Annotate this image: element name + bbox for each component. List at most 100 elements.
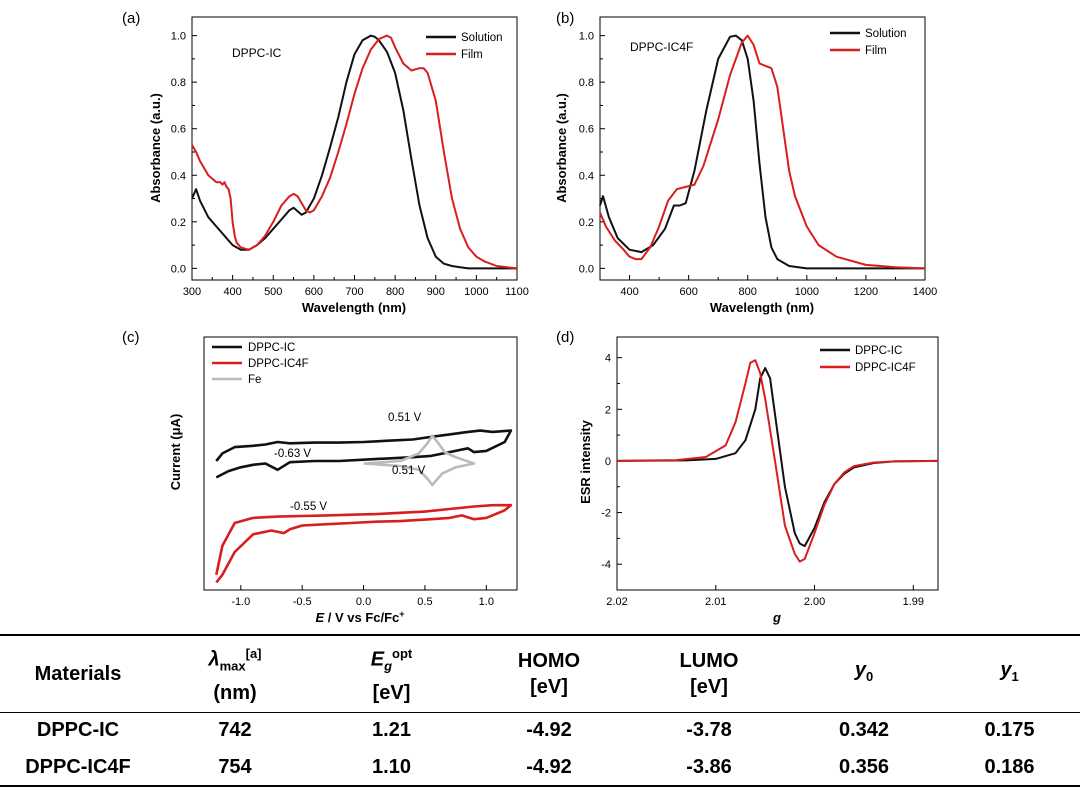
cell-y1: 0.186 xyxy=(939,749,1080,787)
peak-annotation-c-0: 0.51 V xyxy=(388,412,422,424)
y-axis-label-a: Absorbance (a.u.) xyxy=(148,93,163,203)
x-tick-label-d: 2.02 xyxy=(606,596,627,608)
y-tick-label-a: 0.8 xyxy=(171,77,186,89)
cell-lambda-max: 754 xyxy=(156,749,314,787)
y-axis-label-d: ESR intensity xyxy=(578,419,593,504)
peak-annotation-c-2: 0.51 V xyxy=(392,465,426,477)
x-tick-label-a: 600 xyxy=(305,286,323,298)
x-tick-label-a: 500 xyxy=(264,286,282,298)
header-lambda-max: λmax[a] (nm) xyxy=(156,635,314,713)
y-tick-label-d: 0 xyxy=(605,456,611,468)
table-header-row: Materials λmax[a] (nm) Egopt [eV] HOMO [eV]… xyxy=(0,635,1080,713)
y-tick-label-a: 1.0 xyxy=(171,31,186,43)
y-tick-label-b: 0.4 xyxy=(579,170,594,182)
series-line-b-solution xyxy=(599,34,925,270)
x-tick-label-a: 1100 xyxy=(505,286,529,298)
legend-label-a-solution: Solution xyxy=(461,32,503,44)
cell-homo: -4.92 xyxy=(469,749,629,787)
cell-eg-opt: 1.21 xyxy=(372,719,411,742)
y-tick-label-b: 0.6 xyxy=(579,124,594,136)
panel-label-b: (b) xyxy=(556,10,574,27)
series-line-d-dppc-ic4f xyxy=(616,359,939,563)
x-tick-label-c: -0.5 xyxy=(293,596,312,608)
x-tick-label-a: 800 xyxy=(386,286,404,298)
table-row: DPPC-IC 742 1.21 -4.92 -3.78 0.342 0.175 xyxy=(0,712,1080,749)
figure: 300 400 500 600 700 800 900 1000 1100 0.0 0.2 0.4 0.… xyxy=(122,10,939,625)
cell-material: DPPC-IC4F xyxy=(0,749,156,787)
y-tick-label-a: 0.2 xyxy=(171,217,186,229)
series-line-c-dppc-ic4f xyxy=(215,503,513,584)
series-line-b-film xyxy=(599,34,926,270)
x-axis-label-c: E / V vs Fc/Fc+ xyxy=(315,609,404,625)
x-tick-label-b: 400 xyxy=(620,286,638,298)
series-line-c-fe xyxy=(363,434,476,487)
header-eg-opt: Egopt [eV] xyxy=(314,635,469,713)
peak-annotation-c-1: -0.63 V xyxy=(274,448,311,460)
y-tick-label-a: 0.6 xyxy=(171,124,186,136)
legend-label-b-solution: Solution xyxy=(865,28,907,40)
y-tick-label-d: 2 xyxy=(605,404,611,416)
x-tick-label-b: 800 xyxy=(739,286,757,298)
panel-label-c: (c) xyxy=(122,329,140,346)
legend-label-b-film: Film xyxy=(865,45,887,57)
cell-material: DPPC-IC xyxy=(36,719,120,742)
cell-y1: 0.175 xyxy=(984,719,1035,742)
y-tick-label-a: 0.4 xyxy=(171,170,186,182)
x-tick-label-a: 700 xyxy=(345,286,363,298)
x-axis-label-a: Wavelength (nm) xyxy=(302,300,406,315)
cell-lumo: -3.86 xyxy=(629,749,789,787)
header-y1: y1 xyxy=(939,635,1080,713)
x-tick-label-b: 1200 xyxy=(854,286,878,298)
y-tick-label-d: -2 xyxy=(601,508,611,520)
series-line-a-solution xyxy=(191,34,517,270)
peak-annotation-c-3: -0.55 V xyxy=(290,501,327,513)
x-tick-label-b: 1000 xyxy=(795,286,819,298)
x-tick-label-d: 1.99 xyxy=(903,596,924,608)
plot-frame-c xyxy=(203,336,518,591)
plot-frame-b xyxy=(599,16,926,281)
x-tick-label-b: 1400 xyxy=(913,286,937,298)
x-tick-label-b: 600 xyxy=(679,286,697,298)
cell-eg-opt: 1.10 xyxy=(314,749,469,787)
cell-lumo: -3.78 xyxy=(686,719,732,742)
x-tick-label-a: 400 xyxy=(223,286,241,298)
header-homo: HOMO [eV] xyxy=(469,635,629,713)
series-line-c-dppc-ic xyxy=(215,429,513,479)
legend-label-d-dppc-ic4f: DPPC-IC4F xyxy=(855,362,916,374)
plot-frame-d xyxy=(616,336,939,591)
x-tick-label-c: -1.0 xyxy=(231,596,250,608)
x-tick-label-c: 0.0 xyxy=(356,596,371,608)
legend-label-c-dppc-ic: DPPC-IC xyxy=(248,342,295,354)
x-axis-label-d: g xyxy=(772,610,781,625)
x-tick-label-a: 900 xyxy=(427,286,445,298)
cell-lambda-max: 742 xyxy=(218,719,252,742)
header-lumo: LUMO [eV] xyxy=(629,635,789,713)
y-tick-label-b: 0.8 xyxy=(579,77,594,89)
legend-label-c-fe: Fe xyxy=(248,374,261,386)
series-line-d-dppc-ic xyxy=(616,367,939,548)
legend-label-d-dppc-ic: DPPC-IC xyxy=(855,345,902,357)
x-tick-label-d: 2.00 xyxy=(804,596,825,608)
legend-label-a-film: Film xyxy=(461,49,483,61)
y-tick-label-a: 0.0 xyxy=(171,263,186,275)
x-tick-label-a: 1000 xyxy=(464,286,488,298)
panel-label-d: (d) xyxy=(556,329,574,346)
series-line-a-film xyxy=(191,34,518,270)
inset-title-a: DPPC-IC xyxy=(232,46,282,60)
header-materials: Materials xyxy=(0,635,156,713)
x-tick-label-c: 0.5 xyxy=(417,596,432,608)
y-axis-label-b: Absorbance (a.u.) xyxy=(554,93,569,203)
cell-homo: -4.92 xyxy=(526,719,572,742)
y-tick-label-b: 0.0 xyxy=(579,263,594,275)
x-tick-label-a: 300 xyxy=(183,286,201,298)
y-tick-label-d: -4 xyxy=(601,559,611,571)
cell-y0: 0.342 xyxy=(838,719,890,742)
panel-label-a: (a) xyxy=(122,10,140,27)
y-tick-label-d: 4 xyxy=(605,353,611,365)
y-tick-label-b: 0.2 xyxy=(579,217,594,229)
materials-table: Materials λmax[a] (nm) Egopt [eV] HOMO [eV]… xyxy=(0,634,1080,787)
inset-title-b: DPPC-IC4F xyxy=(630,40,693,54)
y-tick-label-b: 1.0 xyxy=(579,31,594,43)
x-tick-label-d: 2.01 xyxy=(705,596,726,608)
legend-label-c-dppc-ic4f: DPPC-IC4F xyxy=(248,358,309,370)
